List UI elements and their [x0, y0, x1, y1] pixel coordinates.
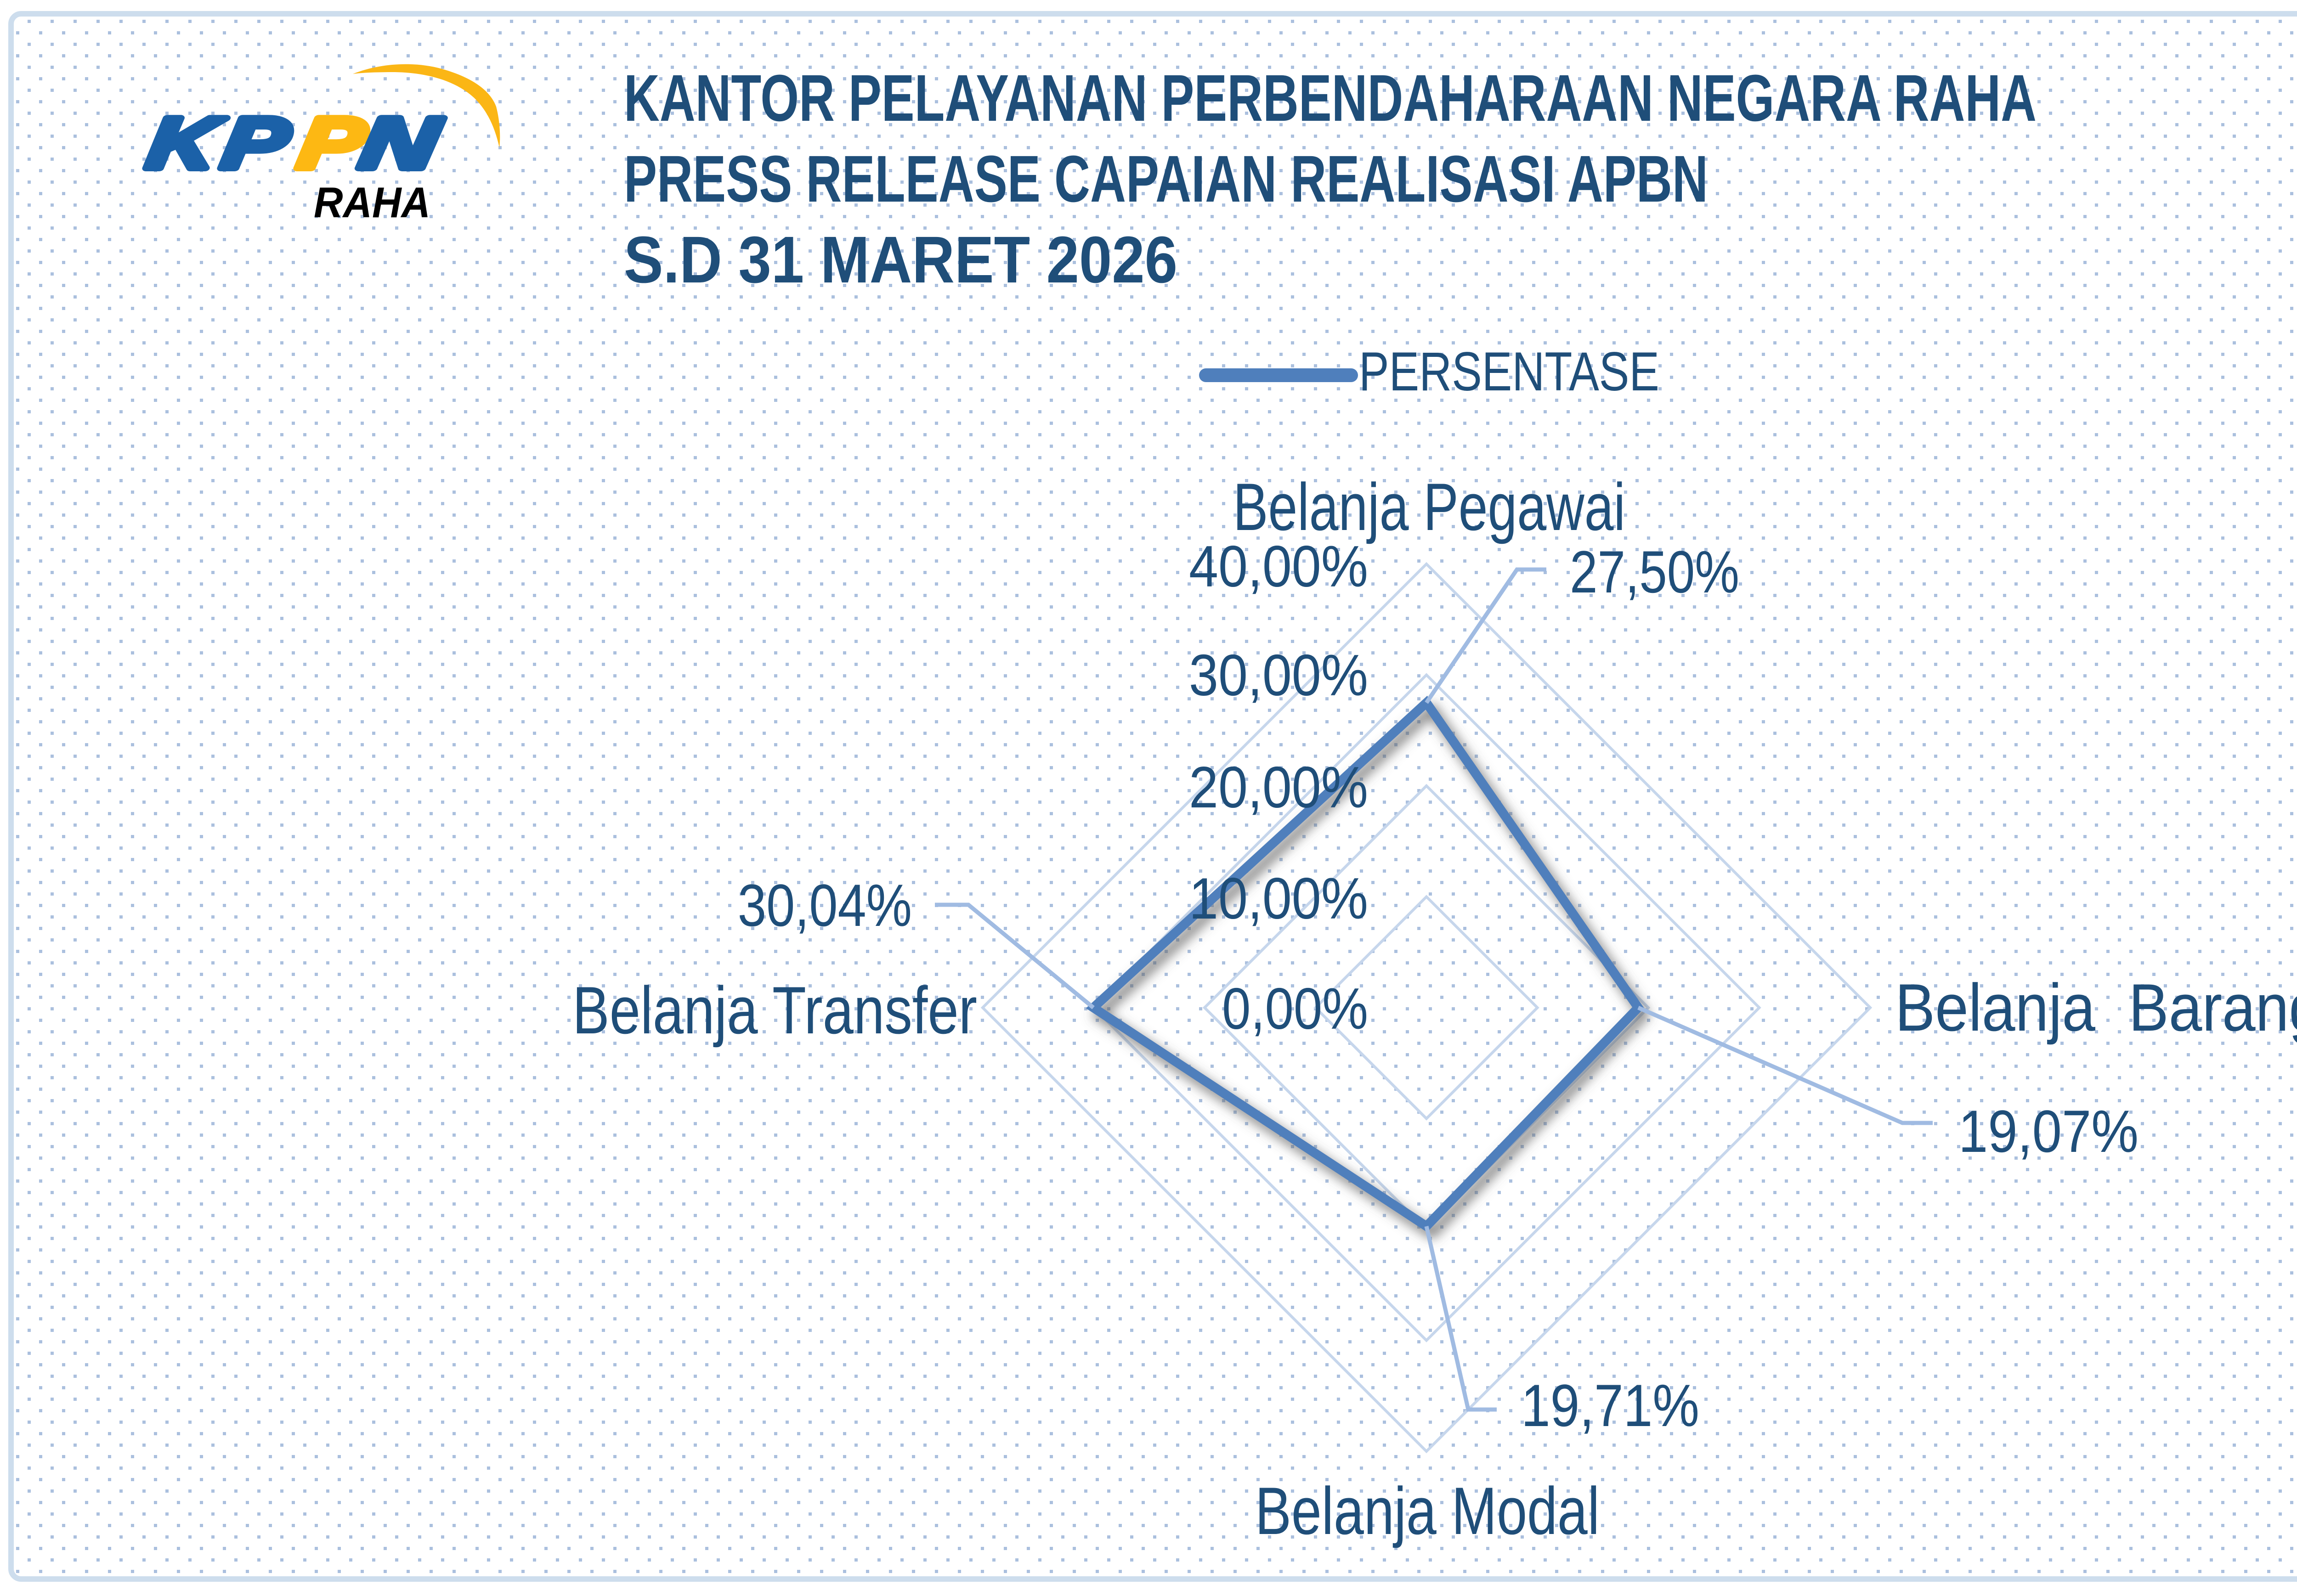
svg-text:30,00%: 30,00% — [1189, 643, 1368, 708]
svg-text:P: P — [217, 102, 295, 184]
svg-text:S.D 31 MARET 2026: S.D 31 MARET 2026 — [624, 223, 1177, 297]
svg-text:PERSENTASE: PERSENTASE — [1359, 341, 1659, 402]
svg-text:Belanja Modal: Belanja Modal — [1255, 1473, 1600, 1548]
svg-text:PRESS RELEASE CAPAIAN REALISAS: PRESS RELEASE CAPAIAN REALISASI APBN — [624, 142, 1708, 216]
svg-text:Belanja Barang: Belanja Barang — [1895, 970, 2297, 1045]
svg-text:27,50%: 27,50% — [1570, 538, 1739, 605]
svg-text:40,00%: 40,00% — [1189, 534, 1368, 599]
svg-text:Belanja Transfer: Belanja Transfer — [572, 973, 977, 1048]
svg-text:19,71%: 19,71% — [1521, 1372, 1699, 1439]
svg-text:KANTOR PELAYANAN PERBENDAHARAA: KANTOR PELAYANAN PERBENDAHARAAN NEGARA R… — [624, 61, 2037, 135]
svg-text:0,00%: 0,00% — [1222, 976, 1368, 1041]
svg-text:19,07%: 19,07% — [1958, 1098, 2139, 1165]
svg-text:RAHA: RAHA — [314, 178, 430, 226]
svg-text:30,04%: 30,04% — [738, 872, 912, 939]
svg-text:10,00%: 10,00% — [1189, 866, 1368, 931]
svg-text:N: N — [355, 102, 446, 184]
svg-text:Belanja Pegawai: Belanja Pegawai — [1233, 469, 1625, 544]
svg-text:20,00%: 20,00% — [1189, 755, 1368, 820]
